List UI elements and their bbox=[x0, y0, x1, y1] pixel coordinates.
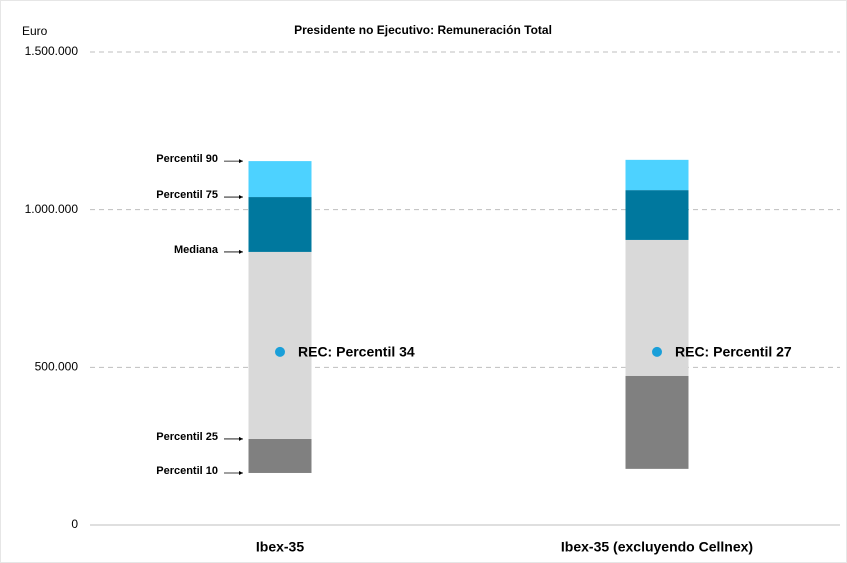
percentile-band bbox=[248, 197, 312, 252]
percentile-band bbox=[625, 375, 689, 469]
rec-marker bbox=[652, 346, 662, 357]
percentile-band bbox=[248, 438, 312, 473]
label-arrowhead bbox=[239, 470, 243, 475]
percentile-label: Percentil 10 bbox=[156, 465, 218, 477]
rec-label: REC: Percentil 27 bbox=[675, 344, 792, 360]
rec-label: REC: Percentil 34 bbox=[298, 344, 415, 360]
percentile-label: Percentil 25 bbox=[156, 431, 218, 443]
label-arrowhead bbox=[239, 195, 243, 200]
y-tick-label: 1.000.000 bbox=[25, 202, 79, 216]
percentile-label: Percentil 90 bbox=[156, 153, 218, 165]
y-tick-label: 500.000 bbox=[35, 360, 79, 374]
percentile-band bbox=[625, 159, 689, 191]
label-arrowhead bbox=[239, 436, 243, 441]
x-tick-label: Ibex-35 (excluyendo Cellnex) bbox=[561, 539, 753, 555]
percentile-band bbox=[248, 161, 312, 198]
percentile-label: Mediana bbox=[174, 244, 219, 256]
percentile-band bbox=[248, 251, 312, 439]
percentile-label: Percentil 75 bbox=[156, 189, 218, 201]
y-axis-label: Euro bbox=[22, 24, 48, 38]
y-tick-label: 0 bbox=[71, 517, 78, 531]
x-tick-label: Ibex-35 bbox=[256, 539, 304, 555]
y-tick-label: 1.500.000 bbox=[25, 44, 79, 58]
label-arrowhead bbox=[239, 249, 243, 254]
percentile-band bbox=[625, 190, 689, 240]
rec-marker bbox=[275, 346, 285, 357]
chart-title: Presidente no Ejecutivo: Remuneración To… bbox=[294, 23, 552, 37]
label-arrowhead bbox=[239, 159, 243, 164]
